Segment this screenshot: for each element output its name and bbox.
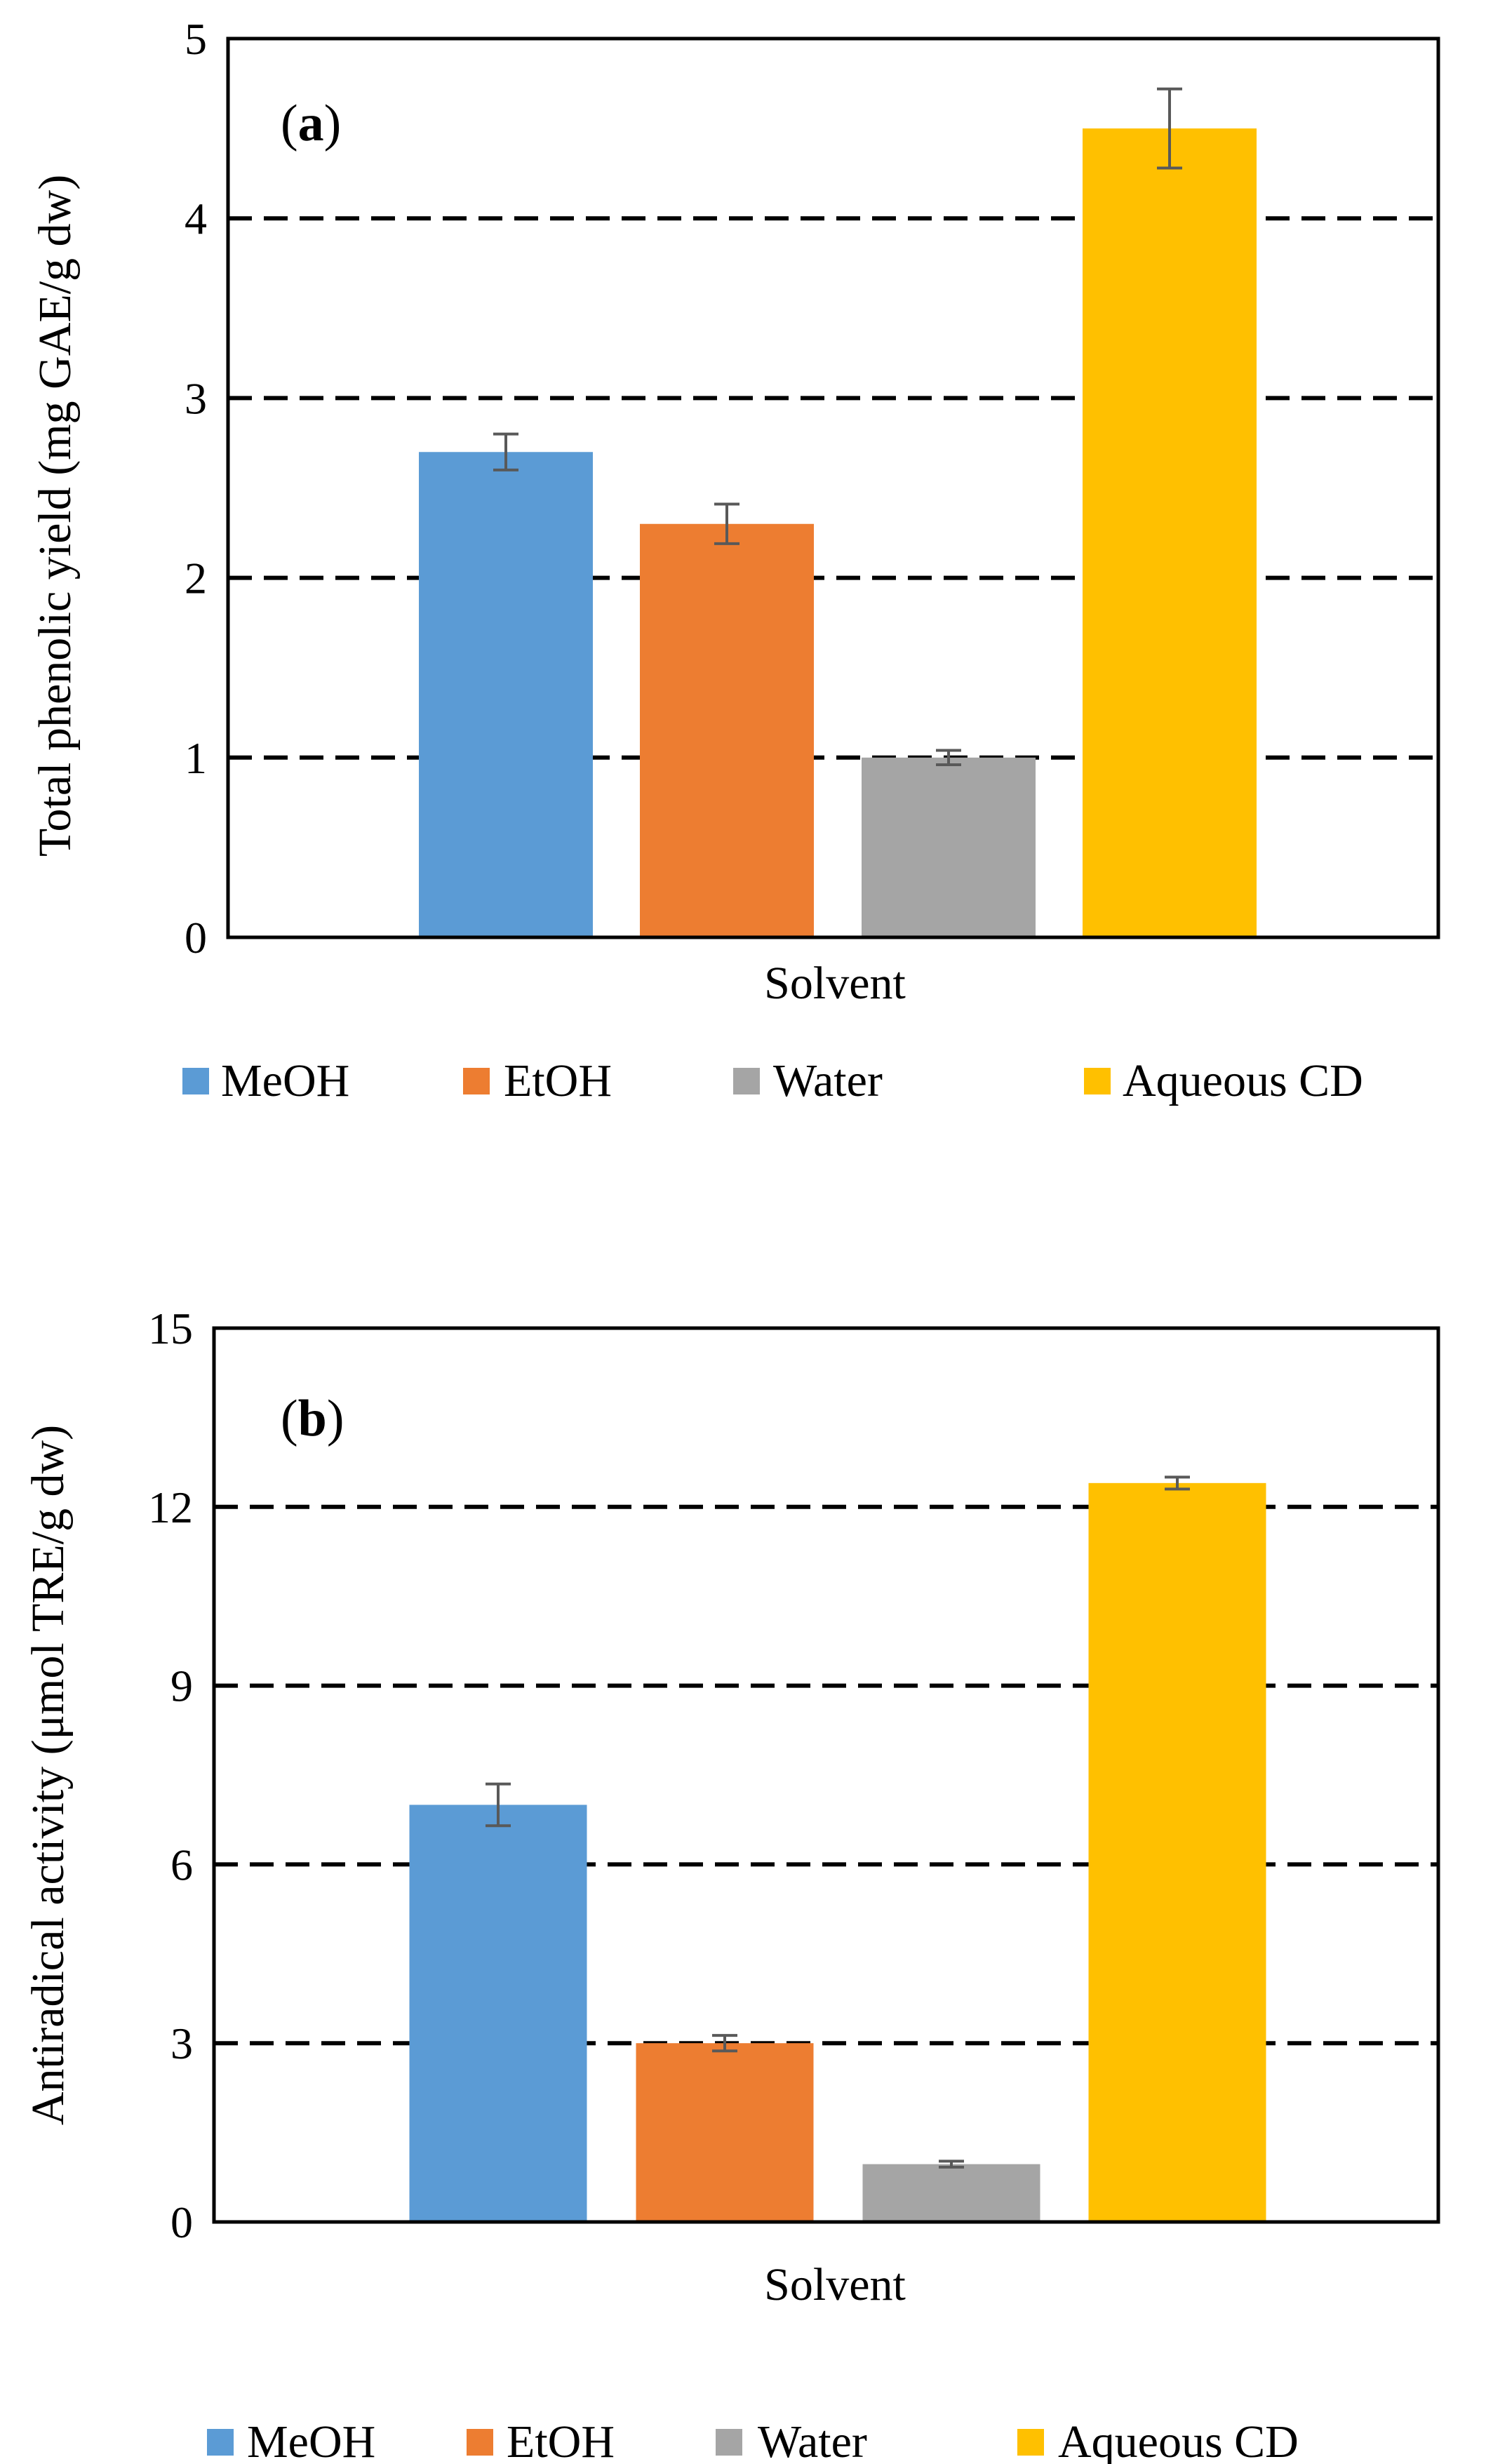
bar-etoh xyxy=(636,2043,814,2222)
y-tick-label: 1 xyxy=(185,733,207,783)
y-tick-label: 4 xyxy=(185,194,207,243)
panel-label: (b) xyxy=(281,1390,344,1447)
legend-label: EtOH xyxy=(507,2416,615,2464)
y-tick-label: 15 xyxy=(148,1304,193,1353)
panel-label: (a) xyxy=(281,95,341,152)
chart-panel-b: (b) Antiradical activity (μmol TRE/g dw)… xyxy=(22,1304,1440,2464)
legend-swatch xyxy=(207,2429,234,2456)
bar-etoh xyxy=(640,523,814,937)
plot-frame xyxy=(212,1326,1440,2224)
legend-swatch xyxy=(1084,1068,1111,1094)
legend-swatch xyxy=(1017,2429,1044,2456)
legend-label: EtOH xyxy=(504,1055,612,1106)
panel-label-letter: b xyxy=(298,1390,327,1447)
x-axis-title: Solvent xyxy=(764,2259,906,2310)
y-tick-label: 0 xyxy=(185,913,207,963)
y-tick-label: 3 xyxy=(185,373,207,423)
y-tick-label: 2 xyxy=(185,554,207,603)
legend-swatch xyxy=(182,1068,209,1094)
y-tick-label: 9 xyxy=(170,1661,193,1711)
legend-label: Aqueous CD xyxy=(1123,1055,1363,1106)
legend-swatch xyxy=(463,1068,490,1094)
bar-aqueous-cd xyxy=(1083,128,1257,938)
legend-label: Water xyxy=(773,1055,883,1106)
y-tick-label: 12 xyxy=(148,1482,193,1532)
legend-swatch xyxy=(467,2429,493,2456)
bar-water xyxy=(862,757,1036,937)
legend-label: MeOH xyxy=(247,2416,375,2464)
y-tick-label: 3 xyxy=(170,2018,193,2068)
legend-label: Water xyxy=(758,2416,867,2464)
bar-meoh xyxy=(419,452,593,937)
legend-label: Aqueous CD xyxy=(1058,2416,1299,2464)
y-axis-title: Total phenolic yield (mg GAE/g dw) xyxy=(29,175,81,857)
y-tick-label: 0 xyxy=(170,2197,193,2247)
y-axis-title: Antiradical activity (μmol TRE/g dw) xyxy=(22,1425,74,2125)
legend-label: MeOH xyxy=(221,1055,349,1106)
legend-swatch xyxy=(733,1068,760,1094)
chart-panel-a: (a) Total phenolic yield (mg GAE/g dw) S… xyxy=(29,14,1440,1106)
bar-water xyxy=(862,2164,1040,2222)
legend-swatch xyxy=(716,2429,742,2456)
y-tick-label: 6 xyxy=(170,1840,193,1889)
panel-label-letter: a xyxy=(298,95,324,152)
plot-frame xyxy=(226,36,1440,939)
bar-aqueous-cd xyxy=(1088,1482,1266,2222)
bar-meoh xyxy=(409,1805,587,2222)
x-axis-title: Solvent xyxy=(764,958,906,1009)
y-tick-label: 5 xyxy=(185,14,207,64)
